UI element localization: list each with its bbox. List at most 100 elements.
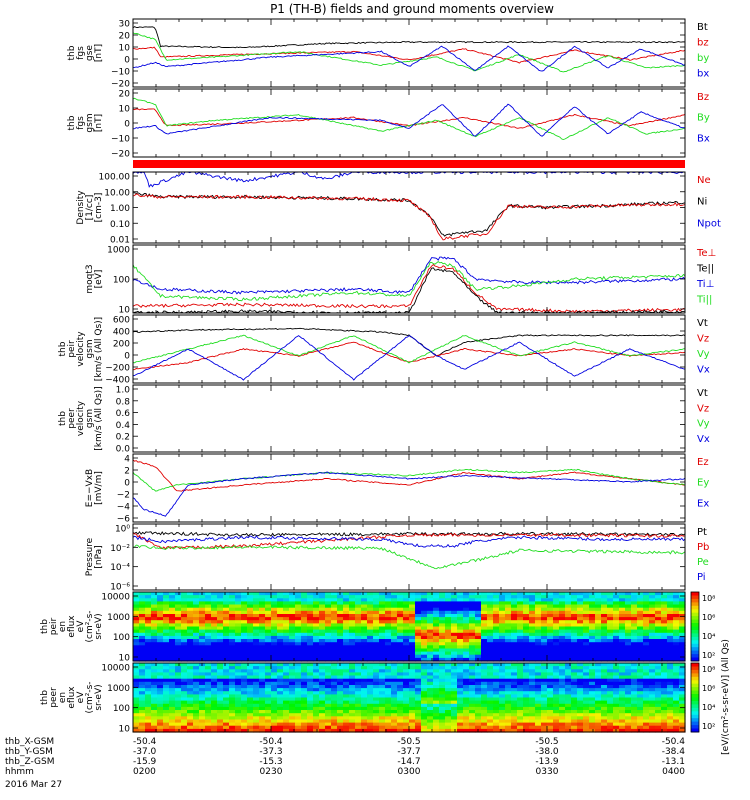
- spectrogram-cell: [559, 629, 566, 634]
- spectrogram-cell: [319, 648, 326, 653]
- spectrogram-cell: [475, 645, 482, 649]
- spectrogram-cell: [157, 728, 164, 733]
- spectrogram-cell: [457, 610, 464, 615]
- spectrogram-cell: [319, 639, 326, 643]
- spectrogram-cell: [667, 706, 674, 711]
- spectrogram-cell: [439, 688, 446, 692]
- spectrogram-cell: [295, 639, 302, 643]
- spectrogram-cell: [157, 691, 164, 695]
- spectrogram-cell: [181, 598, 188, 602]
- spectrogram-cell: [247, 601, 254, 606]
- spectrogram-cell: [205, 719, 212, 724]
- spectrogram-cell: [319, 728, 326, 733]
- spectrogram-cell: [247, 681, 254, 686]
- spectrogram-cell: [385, 663, 392, 667]
- y-tick-label: 1.00: [110, 204, 130, 214]
- y-axis-label-line: thb: [40, 619, 50, 634]
- spectrogram-cell: [499, 719, 506, 724]
- spectrogram-cell: [619, 722, 626, 727]
- spectrogram-cell: [577, 691, 584, 695]
- spectrogram-cell: [559, 669, 566, 673]
- spectrogram-cell: [169, 610, 176, 615]
- spectrogram-cell: [379, 719, 386, 724]
- spectrogram-cell: [589, 691, 596, 695]
- spectrogram-cell: [667, 610, 674, 615]
- spectrogram-cell: [325, 694, 332, 699]
- spectrogram-cell: [553, 719, 560, 724]
- spectrogram-cell: [139, 607, 146, 612]
- spectrogram-cell: [241, 728, 248, 733]
- spectrogram-cell: [475, 672, 482, 677]
- spectrogram-cell: [205, 697, 212, 702]
- spectrogram-cell: [301, 700, 308, 705]
- spectrogram-cell: [463, 642, 470, 646]
- spectrogram-cell: [373, 706, 380, 711]
- spectrogram-cell: [307, 623, 314, 628]
- spectrogram-cell: [583, 706, 590, 711]
- spectrogram-cell: [271, 639, 278, 643]
- spectrogram-cell: [355, 648, 362, 653]
- spectrogram-cell: [643, 719, 650, 724]
- spectrogram-cell: [211, 645, 218, 649]
- spectrogram-cell: [625, 700, 632, 705]
- spectrogram-cell: [325, 604, 332, 609]
- spectrogram-cell: [679, 685, 686, 689]
- spectrogram-cell: [649, 639, 656, 643]
- spectrogram-cell: [133, 617, 140, 621]
- spectrogram-cell: [631, 629, 638, 634]
- spectrogram-cell: [175, 623, 182, 628]
- spectrogram-cell: [391, 700, 398, 705]
- spectrogram-cell: [211, 688, 218, 692]
- spectrogram-cell: [577, 604, 584, 609]
- spectrogram-cell: [415, 604, 422, 609]
- spectrogram-cell: [487, 663, 494, 667]
- spectrogram-cell: [229, 672, 236, 677]
- legend-entry: Ne: [697, 175, 711, 186]
- spectrogram-cell: [631, 713, 638, 717]
- spectrogram-cell: [163, 713, 170, 717]
- spectrogram-cell: [415, 592, 422, 596]
- spectrogram-cell: [145, 604, 152, 609]
- spectrogram-cell: [205, 675, 212, 680]
- spectrogram-cell: [259, 592, 266, 596]
- spectrogram-cell: [337, 623, 344, 628]
- spectrogram-cell: [577, 685, 584, 689]
- spectrogram-cell: [445, 592, 452, 596]
- spectrogram-cell: [313, 607, 320, 612]
- spectrogram-cell: [133, 713, 140, 717]
- spectrogram-cell: [343, 592, 350, 596]
- spectrogram-cell: [145, 663, 152, 667]
- colorbar-tick: 10⁸: [702, 594, 715, 603]
- spectrogram-cell: [151, 635, 158, 640]
- spectrogram-cell: [283, 654, 290, 659]
- spectrogram-cell: [295, 728, 302, 733]
- spectrogram-cell: [265, 669, 272, 673]
- spectrogram-cell: [529, 623, 536, 628]
- spectrogram-cell: [607, 651, 614, 656]
- spectrogram-cell: [337, 610, 344, 615]
- spectrogram-cell: [235, 706, 242, 711]
- spectrogram-cell: [145, 632, 152, 637]
- spectrogram-cell: [253, 710, 260, 714]
- spectrogram-cell: [595, 614, 602, 618]
- spectrogram-cell: [607, 610, 614, 615]
- spectrogram-cell: [259, 697, 266, 702]
- spectrogram-cell: [277, 669, 284, 673]
- spectrogram-cell: [445, 681, 452, 686]
- spectrogram-cell: [427, 681, 434, 686]
- spectrogram-cell: [433, 710, 440, 714]
- spectrogram-cell: [217, 675, 224, 680]
- spectrogram-cell: [643, 623, 650, 628]
- spectrogram-cell: [169, 681, 176, 686]
- spectrogram-cell: [619, 719, 626, 724]
- spectrogram-cell: [475, 598, 482, 602]
- spectrogram-cell: [313, 681, 320, 686]
- spectrogram-cell: [271, 623, 278, 628]
- spectrogram-cell: [319, 710, 326, 714]
- spectrogram-cell: [655, 635, 662, 640]
- spectrogram-cell: [649, 706, 656, 711]
- spectrogram-cell: [283, 639, 290, 643]
- spectrogram-cell: [205, 710, 212, 714]
- spectrogram-cell: [403, 675, 410, 680]
- spectrogram-cell: [613, 713, 620, 717]
